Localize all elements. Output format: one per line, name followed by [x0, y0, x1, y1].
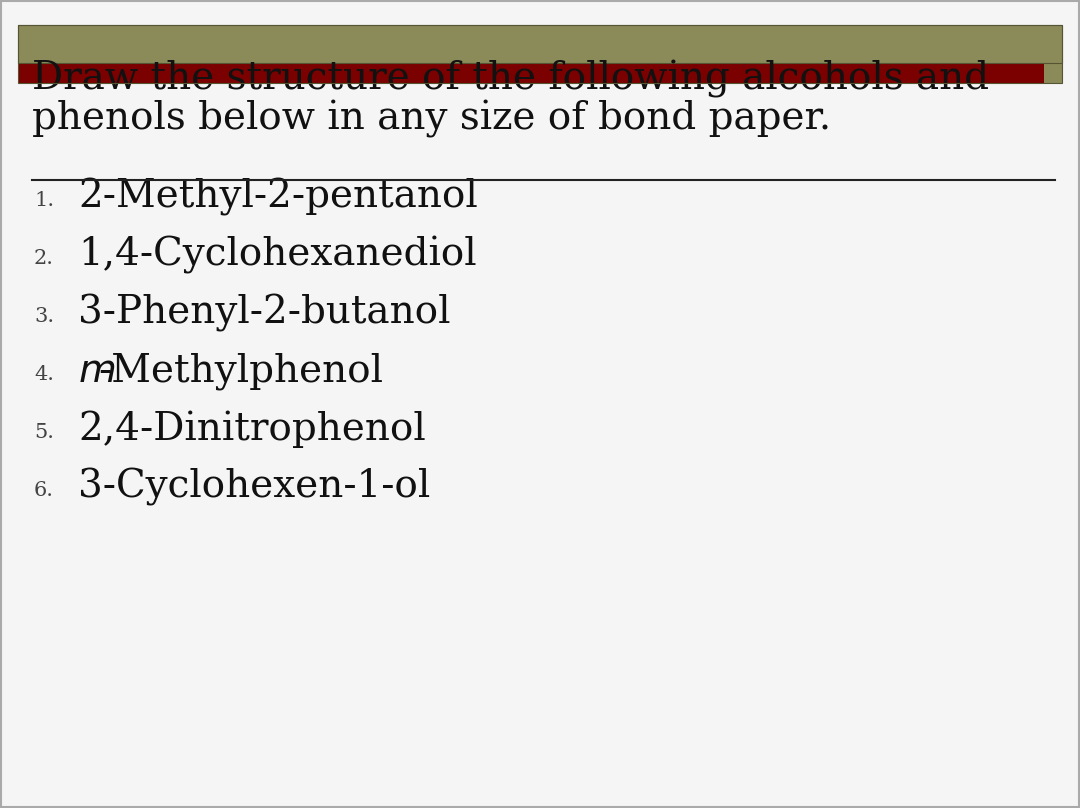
Bar [18, 63, 1044, 83]
Bar [18, 25, 1062, 63]
Text: 1.: 1. [33, 191, 54, 210]
Text: 2,4-Dinitrophenol: 2,4-Dinitrophenol [78, 410, 426, 448]
Text: 3-Phenyl-2-butanol: 3-Phenyl-2-butanol [78, 294, 450, 333]
Text: 6.: 6. [33, 481, 54, 500]
Text: 1,4-Cyclohexanediol: 1,4-Cyclohexanediol [78, 237, 476, 275]
Text: 3.: 3. [33, 307, 54, 326]
Text: phenols below in any size of bond paper.: phenols below in any size of bond paper. [32, 100, 832, 138]
Bar [1044, 63, 1062, 83]
Text: -Methylphenol: -Methylphenol [98, 353, 383, 390]
Text: $\mathit{m}$: $\mathit{m}$ [78, 353, 116, 390]
Text: 4.: 4. [33, 365, 54, 384]
Text: 2.: 2. [33, 249, 54, 268]
Text: Draw the structure of the following alcohols and: Draw the structure of the following alco… [32, 60, 989, 98]
Text: 3-Cyclohexen-1-ol: 3-Cyclohexen-1-ol [78, 469, 430, 507]
Text: 5.: 5. [33, 423, 54, 442]
Text: 2-Methyl-2-pentanol: 2-Methyl-2-pentanol [78, 179, 477, 217]
